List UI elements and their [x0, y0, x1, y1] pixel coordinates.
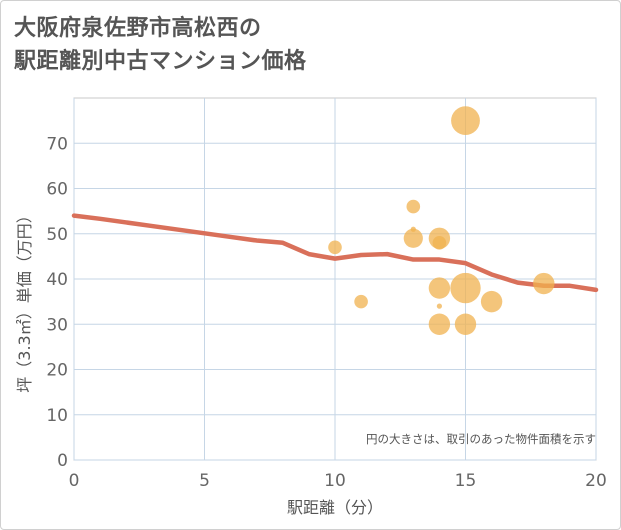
x-axis-ticks: 0 5 10 15 20	[69, 471, 607, 491]
bubble-point	[328, 240, 342, 255]
y-tick-label: 70	[46, 134, 68, 154]
trend-line	[71, 213, 599, 293]
bubble-point	[454, 313, 477, 335]
bubble-point	[403, 228, 423, 248]
y-tick-label: 30	[46, 315, 68, 335]
bubble-point	[428, 313, 451, 335]
x-tick-label: 0	[69, 471, 80, 491]
bubble-point	[450, 272, 481, 304]
bubble-point	[533, 272, 555, 295]
y-tick-label: 0	[57, 451, 68, 471]
bubble-point	[354, 294, 368, 309]
x-tick-label: 15	[455, 471, 477, 491]
size-legend-note: 円の大きさは、取引のあった物件面積を示す	[366, 432, 596, 446]
x-tick-label: 20	[585, 471, 607, 491]
bubble-group	[328, 106, 555, 335]
chart-title: 大阪府泉佐野市高松西の 駅距離別中古マンション価格	[14, 12, 307, 78]
y-tick-label: 20	[46, 361, 68, 381]
bubble-point	[480, 290, 503, 313]
chart-title-line-1: 大阪府泉佐野市高松西の	[14, 16, 262, 41]
bubble-point	[451, 106, 480, 136]
y-tick-label: 10	[46, 406, 68, 426]
bubble-point	[406, 199, 421, 214]
x-tick-label: 10	[324, 471, 346, 491]
chart-title-line-2: 駅距離別中古マンション価格	[14, 49, 307, 74]
y-axis-ticks: 0 10 20 30 40 50 60 70	[46, 134, 68, 471]
bubble-point	[432, 236, 447, 250]
bubble-point	[436, 303, 442, 309]
y-axis-label: 坪（3.3㎡）単価（万円）	[15, 207, 34, 392]
y-tick-label: 40	[46, 270, 68, 290]
y-tick-label: 60	[46, 180, 68, 200]
x-tick-label: 5	[199, 471, 210, 491]
y-tick-label: 50	[46, 225, 68, 245]
trend-line-group	[71, 213, 599, 293]
bubble-point	[428, 277, 451, 299]
x-axis-label: 駅距離（分）	[287, 498, 383, 517]
